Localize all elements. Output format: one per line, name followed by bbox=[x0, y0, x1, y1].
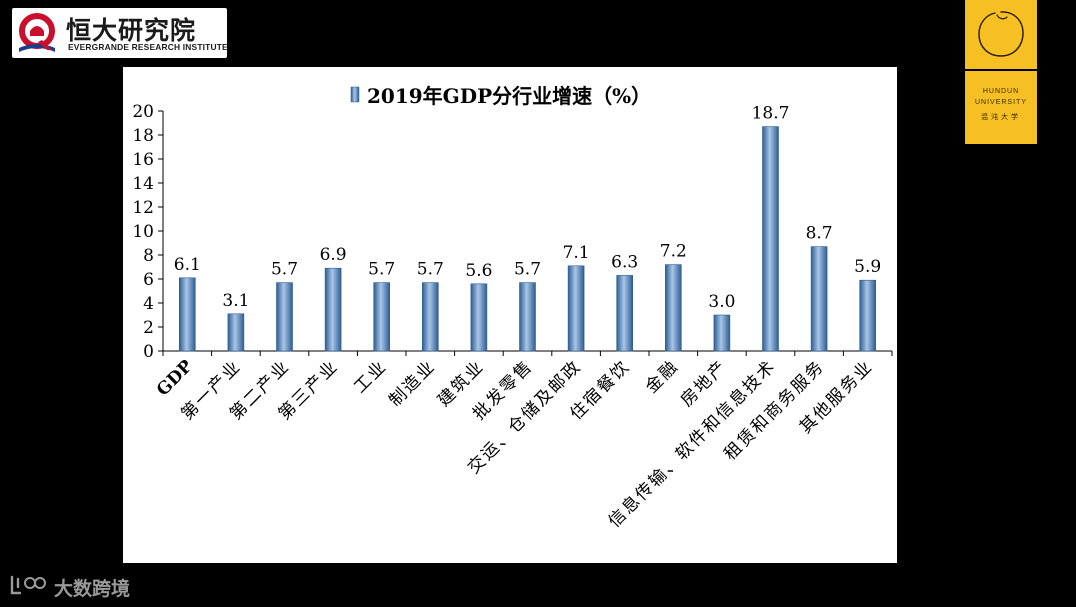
hundun-line1: HUNDUN bbox=[982, 88, 1020, 95]
y-tick-label: 0 bbox=[143, 342, 154, 362]
hundun-badge: HUNDUN UNIVERSITY 混沌大学 bbox=[965, 0, 1037, 144]
bar-value-label: 3.1 bbox=[222, 291, 249, 311]
y-tick-label: 8 bbox=[143, 246, 154, 266]
bar bbox=[421, 282, 439, 352]
bar bbox=[616, 275, 634, 352]
y-tick-label: 16 bbox=[132, 150, 154, 170]
y-tick-label: 4 bbox=[143, 294, 154, 314]
bar bbox=[664, 264, 682, 352]
bar-value-label: 6.1 bbox=[174, 255, 201, 275]
bar-value-label: 5.7 bbox=[514, 260, 541, 280]
bar-value-label: 5.7 bbox=[417, 260, 444, 280]
legend-swatch bbox=[350, 86, 360, 103]
bar bbox=[470, 283, 488, 352]
bar bbox=[178, 277, 196, 352]
bar-value-label: 7.2 bbox=[660, 242, 687, 262]
x-category-label: 制造业 bbox=[385, 356, 439, 410]
bar-value-label: 8.7 bbox=[806, 224, 833, 244]
bar bbox=[373, 282, 390, 352]
hundun-chinese: 混沌大学 bbox=[981, 113, 1021, 121]
bar-value-label: 7.1 bbox=[563, 243, 590, 263]
evergrande-logo: 恒大研究院 EVERGRANDE RESEARCH INSTITUTE bbox=[12, 8, 228, 58]
bar bbox=[519, 282, 536, 352]
bar-value-label: 6.9 bbox=[320, 245, 347, 265]
x-category-label: GDP bbox=[153, 356, 197, 400]
bar bbox=[567, 265, 585, 352]
y-tick-label: 2 bbox=[143, 318, 154, 338]
x-category-label: 金融 bbox=[642, 356, 683, 397]
chart-panel: 0 2 4 6 8 10 12 14 16 18 20 6.1 GDP 3.1 第一产业 5.7 第二产业 6.… bbox=[123, 67, 897, 563]
evergrande-emblem-icon bbox=[19, 13, 55, 52]
y-tick-label: 6 bbox=[143, 270, 154, 290]
x-category-label: 工业 bbox=[350, 356, 391, 397]
bar bbox=[713, 314, 731, 352]
bar-value-label: 5.7 bbox=[368, 260, 395, 280]
y-tick-label: 10 bbox=[132, 222, 154, 242]
hundun-line2: UNIVERSITY bbox=[974, 99, 1027, 106]
bar bbox=[324, 267, 342, 352]
watermark: 大数跨境 bbox=[8, 573, 130, 600]
logo-english-name: EVERGRANDE RESEARCH INSTITUTE bbox=[68, 42, 228, 52]
bar bbox=[276, 282, 293, 352]
bar bbox=[227, 313, 245, 352]
bar-value-label: 5.9 bbox=[854, 257, 881, 277]
y-tick-label: 20 bbox=[132, 102, 154, 122]
y-tick-label: 14 bbox=[132, 174, 154, 194]
legend-label: 2019年GDP分行业增速（%） bbox=[367, 84, 651, 108]
logo-chinese-name: 恒大研究院 bbox=[66, 16, 197, 45]
bar-value-label: 18.7 bbox=[752, 104, 790, 124]
bar bbox=[810, 246, 828, 352]
watermark-text: 大数跨境 bbox=[54, 578, 131, 600]
y-tick-label: 12 bbox=[132, 198, 154, 218]
bar-value-label: 5.6 bbox=[465, 261, 492, 281]
bar-value-label: 5.7 bbox=[271, 260, 298, 280]
bar bbox=[859, 279, 877, 352]
hundun-circle-icon bbox=[978, 11, 1024, 57]
bar-value-label: 6.3 bbox=[611, 252, 638, 272]
watermark-logo-icon bbox=[10, 575, 46, 595]
bar bbox=[762, 126, 779, 352]
bar-value-label: 3.0 bbox=[708, 292, 735, 312]
y-tick-label: 18 bbox=[132, 126, 154, 146]
hundun-divider bbox=[965, 69, 1037, 71]
